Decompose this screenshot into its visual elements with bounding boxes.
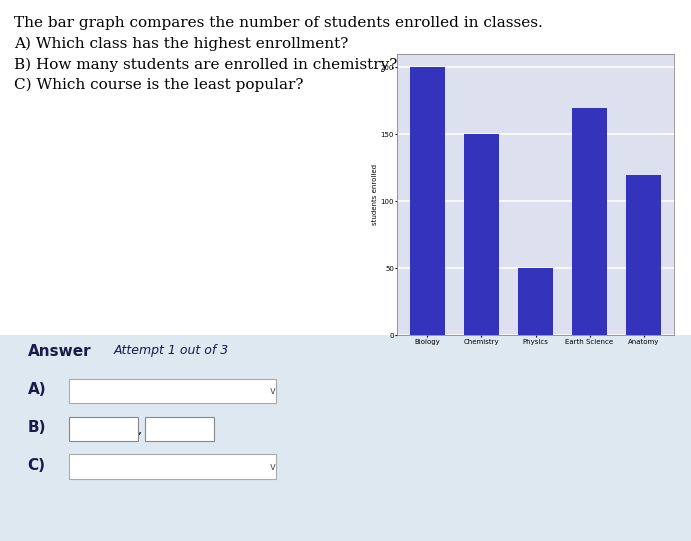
- Bar: [518, 268, 553, 335]
- Y-axis label: students enrolled: students enrolled: [372, 164, 377, 225]
- FancyBboxPatch shape: [69, 379, 276, 403]
- Text: B): B): [28, 420, 46, 435]
- Bar: [626, 175, 661, 335]
- Bar: [0, 0, 691, 335]
- Text: C): C): [28, 458, 46, 473]
- FancyBboxPatch shape: [69, 417, 138, 441]
- Text: The bar graph compares the number of students enrolled in classes.
A) Which clas: The bar graph compares the number of stu…: [14, 16, 542, 92]
- Text: ,: ,: [138, 424, 142, 437]
- Text: Attempt 1 out of 3: Attempt 1 out of 3: [114, 344, 229, 357]
- Bar: [410, 68, 445, 335]
- FancyBboxPatch shape: [145, 417, 214, 441]
- Text: v: v: [270, 386, 276, 396]
- FancyBboxPatch shape: [69, 454, 276, 479]
- Text: Answer: Answer: [28, 344, 91, 359]
- Bar: [0, 335, 691, 541]
- Bar: [464, 135, 499, 335]
- Text: v: v: [270, 462, 276, 472]
- Text: A): A): [28, 382, 46, 397]
- Bar: [572, 108, 607, 335]
